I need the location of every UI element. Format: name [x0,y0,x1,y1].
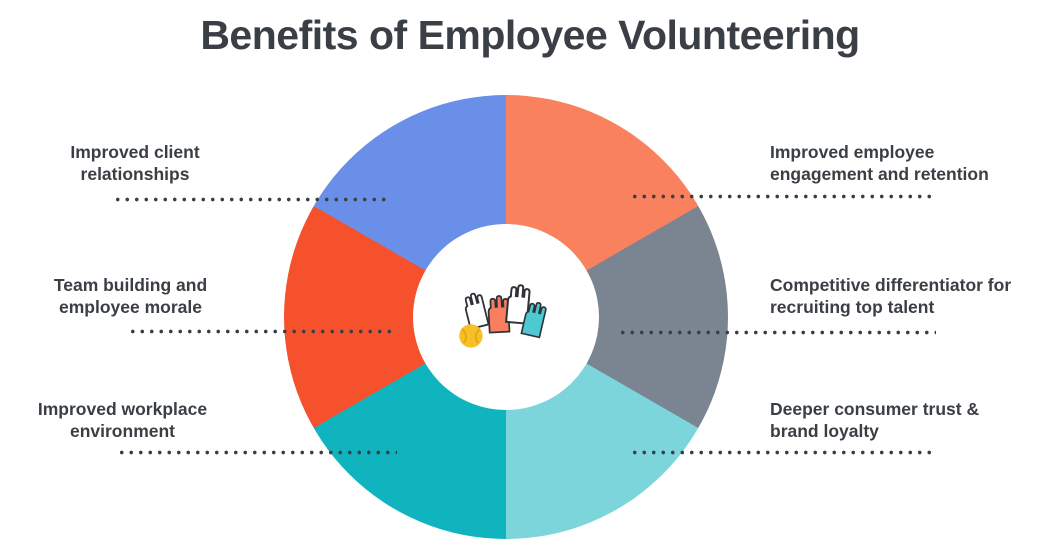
leader-dots [117,450,397,455]
label-line: Improved employee [770,142,935,162]
label-line: environment [69,421,176,441]
label-line: brand loyalty [770,421,879,441]
donut-center [413,224,599,410]
label-improved-client-relationships: Improved client relationships [45,141,225,185]
label-line: Improved workplace [37,399,208,419]
label-line: employee morale [59,297,202,317]
raised-hands-icon [459,284,547,348]
label-line: Team building and [53,275,208,295]
leader-dots [113,197,391,202]
label-team-building-morale: Team building and employee morale [38,274,223,318]
label-line: Deeper consumer trust & [770,399,980,419]
label-competitive-differentiator: Competitive differentiator for recruitin… [770,274,1050,318]
page-title: Benefits of Employee Volunteering [200,12,860,58]
label-improved-workplace-environment: Improved workplace environment [25,398,220,442]
leader-dots [128,329,392,334]
label-line: Improved client [70,142,200,162]
leader-dots [618,330,936,335]
label-line: engagement and retention [770,164,989,184]
label-line: Competitive differentiator for [770,275,1012,295]
leader-dots [630,194,932,199]
label-line: relationships [80,164,190,184]
label-consumer-trust-brand-loyalty: Deeper consumer trust & brand loyalty [770,398,1000,442]
donut-chart [284,95,728,539]
label-line: recruiting top talent [770,297,935,317]
label-employee-engagement-retention: Improved employee engagement and retenti… [770,141,995,185]
leader-dots [630,450,932,455]
